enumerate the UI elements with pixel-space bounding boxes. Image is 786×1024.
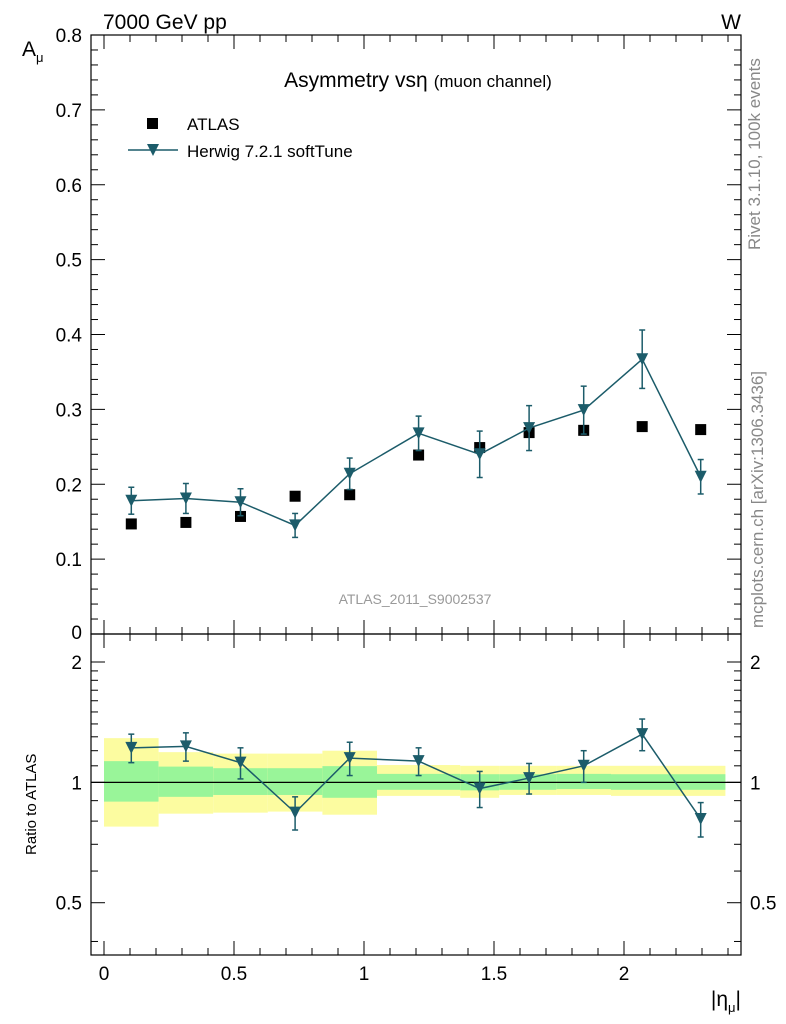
- x-tick-label: 2: [619, 964, 630, 985]
- atlas-data-point: [289, 490, 301, 502]
- title-suffix: (muon channel): [434, 72, 552, 91]
- ratio-mc-point: [234, 756, 247, 769]
- ratio-panel: Ratio to ATLAS |ημ| 0 0.5 1 1.5 2 0.5 0.5 1 1 2 2: [23, 633, 776, 1015]
- x-axis-label: |ημ|: [711, 988, 741, 1015]
- mc-point: [577, 404, 590, 417]
- analysis-label: ATLAS_2011_S9002537: [339, 591, 492, 607]
- x-tick-label: 0: [99, 964, 110, 985]
- x-tick-label: 1: [359, 964, 370, 985]
- ratio-mc-point: [577, 759, 590, 772]
- ratio-y-tick-label: 1: [71, 773, 82, 794]
- ratio-y-tick-label-right: 2: [750, 653, 761, 674]
- ratio-y-axis-label: Ratio to ATLAS: [23, 754, 40, 855]
- atlas-data-point: [636, 421, 648, 433]
- x-axis-label-sub: μ: [728, 1000, 736, 1015]
- mcplots-label: mcplots.cern.ch [arXiv:1306.3436]: [748, 371, 767, 628]
- atlas-data-point: [180, 516, 192, 528]
- legend: ATLAS Herwig 7.2.1 softTune: [128, 115, 353, 161]
- ratio-band-inner: [104, 761, 159, 802]
- ratio-mc-point: [523, 772, 536, 785]
- mc-point: [636, 353, 649, 366]
- mc-point: [694, 470, 707, 483]
- main-y-tick-label: 0.2: [56, 475, 82, 496]
- ratio-mc-point: [179, 740, 192, 753]
- title-symbol: η: [416, 69, 428, 92]
- main-title: Asymmetry vsη (muon channel): [284, 69, 552, 92]
- ratio-mc-point: [343, 752, 356, 765]
- main-y-tick-label: 0.4: [56, 326, 83, 347]
- ratio-y-tick-label: 2: [71, 653, 82, 674]
- ratio-mc-point: [289, 806, 302, 819]
- atlas-data-point: [125, 518, 137, 530]
- ratio-mc-point: [125, 741, 138, 754]
- mc-point: [523, 422, 536, 435]
- ratio-mc-point: [412, 755, 425, 768]
- ratio-y-tick-label-right: 0.5: [750, 894, 776, 915]
- legend-marker-atlas: [147, 118, 158, 129]
- main-y-tick-label: 0.6: [56, 176, 82, 197]
- ratio-band-inner: [267, 768, 323, 795]
- ratio-mc-point: [636, 728, 649, 741]
- mc-point: [234, 496, 247, 509]
- legend-label-mc: Herwig 7.2.1 softTune: [187, 142, 353, 161]
- mc-point: [473, 448, 486, 461]
- mc-point: [343, 467, 356, 480]
- main-y-tick-label: 0.3: [56, 400, 82, 421]
- main-y-tick-label: 0.8: [56, 26, 82, 47]
- mc-point: [289, 519, 302, 532]
- atlas-data-point: [344, 489, 356, 501]
- main-y-tick-label: 0: [71, 623, 82, 644]
- mc-point: [412, 427, 425, 440]
- x-tick-label: 1.5: [481, 964, 507, 985]
- x-tick-label: 0.5: [221, 964, 247, 985]
- main-y-tick-label: 0.7: [56, 101, 82, 122]
- main-panel: Asymmetry vsη (muon channel) ATLAS_2011_S…: [22, 26, 742, 644]
- main-y-tick-label: 0.1: [56, 550, 82, 571]
- mc-point: [125, 494, 138, 507]
- atlas-data-point: [695, 424, 707, 436]
- mc-line: [131, 358, 702, 527]
- ratio-mc-point: [473, 782, 486, 795]
- title-text: Asymmetry vs: [284, 69, 416, 92]
- energy-label: 7000 GeV pp: [103, 11, 227, 34]
- rivet-version-label: Rivet 3.1.10, 100k events: [745, 58, 764, 250]
- legend-label-atlas: ATLAS: [187, 115, 240, 134]
- main-y-tick-label: 0.5: [56, 251, 82, 272]
- ratio-y-tick-label: 0.5: [56, 894, 82, 915]
- ratio-y-tick-label-right: 1: [750, 773, 761, 794]
- atlas-data-point: [413, 449, 425, 461]
- mc-point: [179, 492, 192, 505]
- y-axis-label: Aμ: [22, 38, 44, 65]
- ratio-band-inner: [158, 766, 214, 797]
- legend-marker-mc: [147, 144, 159, 156]
- y-axis-label-sub: μ: [36, 50, 44, 65]
- ratio-mc-point: [694, 812, 707, 825]
- process-label: W: [721, 11, 741, 34]
